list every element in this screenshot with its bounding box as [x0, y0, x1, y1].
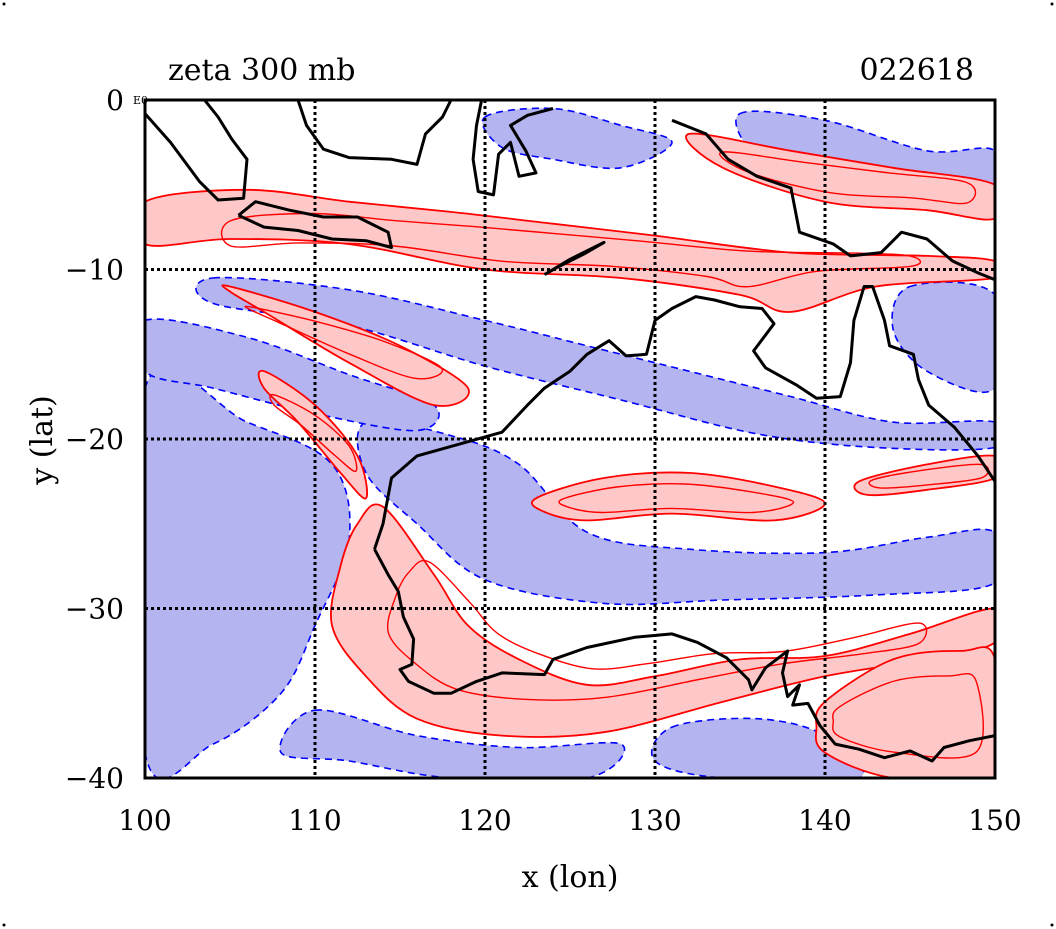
- tick-labels: 100 110 120 130 140 150 0 −10 −20 −30 −40: [65, 84, 1022, 837]
- coastline-layer: [145, 100, 995, 837]
- positive-inner-contour-southeast-blob: [832, 672, 984, 759]
- x-tick-label: 150: [968, 804, 1021, 837]
- coastline-sulawesi: [471, 100, 554, 197]
- positive-inner-contour-tail-a: [269, 393, 358, 473]
- positive-vorticity-layer: [145, 132, 995, 778]
- negative-region-west-block: [145, 367, 351, 778]
- corner-dot: [1050, 923, 1054, 927]
- coastline-tasmania: [903, 790, 966, 837]
- chart-timestamp: 022618: [859, 53, 974, 88]
- coastline-java: [237, 200, 393, 249]
- corner-dot: [2, 2, 6, 6]
- y-tick-label: −20: [65, 423, 124, 456]
- positive-region-north-strip-a: [145, 188, 995, 313]
- x-tick-label: 140: [798, 804, 851, 837]
- y-tick-label: −10: [65, 254, 124, 287]
- coastline-sumatra: [145, 100, 249, 202]
- corner-dot: [1050, 2, 1054, 6]
- negative-region-nw-band-neg: [145, 318, 440, 432]
- coastline-new-guinea: [671, 118, 995, 282]
- y-axis-label: y (lat): [25, 395, 60, 485]
- positive-region-central-band: [531, 471, 826, 522]
- coastline-timor: [543, 240, 606, 276]
- y-tick-label: −30: [65, 593, 124, 626]
- coastline-borneo: [296, 100, 453, 166]
- negative-region-upper-band: [195, 276, 995, 451]
- x-tick-label: 120: [458, 804, 511, 837]
- positive-inner-contour-central-band: [558, 483, 795, 514]
- negative-region-southeast-neg: [650, 717, 865, 778]
- coastline-australia-south: [373, 548, 995, 763]
- y-tick-label: −40: [65, 762, 124, 795]
- x-tick-label: 100: [118, 804, 171, 837]
- grid-layer: [145, 100, 995, 778]
- negative-region-ne-corner: [891, 281, 995, 394]
- positive-inner-contour-nw-band: [244, 305, 444, 380]
- corner-label: E0: [133, 94, 148, 107]
- y-tick-label: 0: [106, 84, 124, 117]
- negative-region-central-strip: [356, 419, 995, 606]
- positive-inner-contour-east-band: [868, 463, 990, 489]
- x-tick-label: 110: [288, 804, 341, 837]
- coastline-australia: [373, 285, 995, 550]
- positive-inner-contour-north-strip-b: [719, 151, 977, 205]
- x-axis-label: x (lon): [522, 860, 619, 895]
- positive-inner-contour-north-strip-a: [220, 212, 921, 288]
- plot-frame: [143, 98, 997, 780]
- x-tick-label: 130: [628, 804, 681, 837]
- corner-dot: [2, 923, 6, 927]
- chart-title: zeta 300 mb: [168, 53, 356, 88]
- negative-region-north-blobs: [481, 107, 673, 170]
- positive-inner-contour-southwest-arc: [386, 559, 928, 701]
